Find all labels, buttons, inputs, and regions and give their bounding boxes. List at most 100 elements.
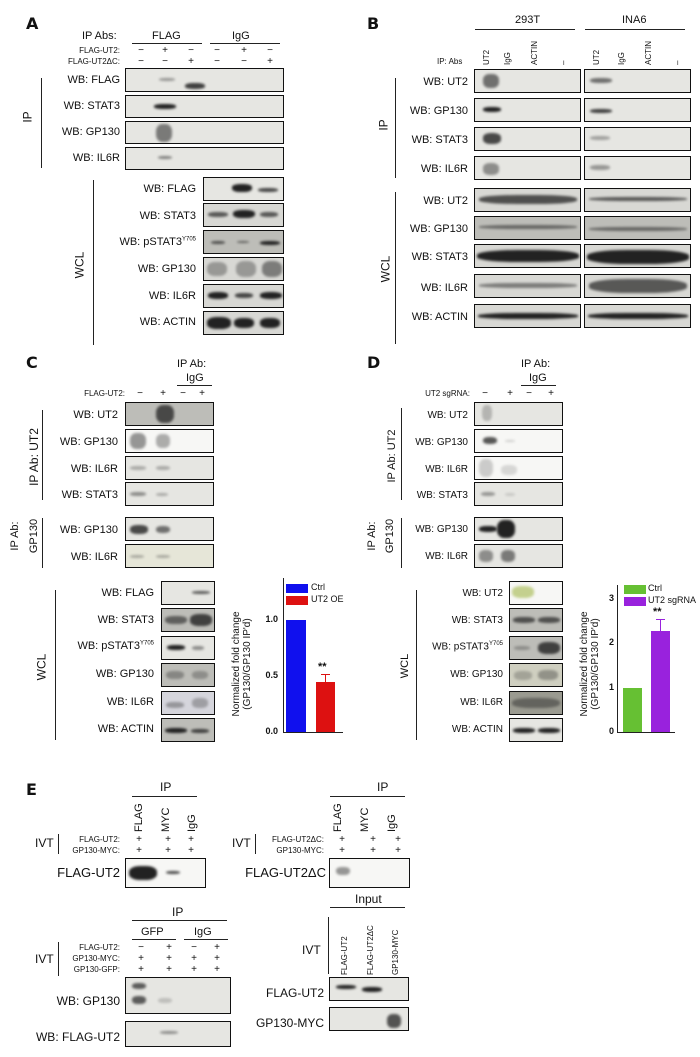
ivt-label: IVT — [232, 836, 251, 850]
panel-label-e: E — [26, 780, 37, 799]
group-igg: IgG — [232, 30, 250, 42]
blot-image — [125, 977, 231, 1014]
blot-label: FLAG-UT2 — [57, 865, 120, 880]
blot-label: WB: ACTIN — [451, 724, 503, 735]
lane-label: FLAG — [332, 803, 344, 832]
blot-label: WB: IL6R — [425, 551, 468, 562]
pm: − — [191, 942, 197, 953]
lane-label: IgG — [386, 814, 398, 832]
blot-label: WB: GP130 — [95, 668, 154, 680]
pm: + — [136, 845, 142, 856]
group-igg: IgG — [194, 926, 212, 938]
lane-label: ACTIN — [530, 41, 539, 65]
pm: + — [188, 845, 194, 856]
lane-label: FLAG-UT2 — [340, 936, 349, 975]
pm: + — [507, 388, 513, 399]
legend-swatch-ut2-sgrna — [624, 597, 646, 606]
lane-label: FLAG — [133, 803, 145, 832]
row-flag-ut2: FLAG-UT2: — [79, 46, 120, 55]
pm: + — [548, 388, 554, 399]
row-label: FLAG-UT2ΔC: — [271, 835, 324, 844]
pm: + — [267, 56, 273, 67]
pm: − — [138, 56, 144, 67]
lane-label: GP130-MYC — [391, 929, 400, 975]
blot-image — [474, 216, 581, 240]
pm: + — [160, 388, 166, 399]
group-flag: FLAG — [152, 30, 181, 42]
blot-image — [161, 691, 215, 715]
ytick: 0.0 — [265, 726, 278, 736]
row-label: GP130-MYC: — [72, 846, 120, 855]
lane-label: – — [559, 60, 568, 65]
blot-image — [474, 429, 563, 453]
blot-image — [474, 274, 581, 298]
ip-ab-igg: IgG — [529, 372, 547, 384]
cell-line-ina6: INA6 — [622, 14, 647, 26]
pm: − — [526, 388, 532, 399]
row-label: GP130-MYC: — [276, 846, 324, 855]
blot-label: WB: FLAG — [143, 183, 196, 195]
blot-label: WB: IL6R — [72, 152, 120, 164]
pm: + — [395, 845, 401, 856]
blot-label: WB: GP130 — [61, 126, 120, 138]
blot-label: WB: STAT3 — [63, 100, 120, 112]
blot-image — [584, 156, 691, 180]
row-label: FLAG-UT2: — [79, 835, 120, 844]
pm: + — [138, 953, 144, 964]
pm: + — [165, 845, 171, 856]
blot-label: WB: STAT3 — [416, 490, 468, 501]
legend-ut2-oe: UT2 OE — [311, 594, 344, 604]
pm: − — [241, 56, 247, 67]
blot-image — [474, 482, 563, 506]
blot-label: FLAG-UT2ΔC — [245, 865, 326, 880]
ip-ab-igg: IgG — [186, 372, 204, 384]
legend-ut2-sgrna: UT2 sgRNA — [648, 595, 697, 605]
blot-image — [509, 581, 563, 605]
significance-marker: ** — [318, 661, 327, 673]
blot-label: WB: GP130 — [137, 263, 196, 275]
blot-label: WB: IL6R — [420, 282, 468, 294]
blot-image — [329, 1007, 409, 1031]
pm: + — [166, 964, 172, 975]
lane-label: FLAG-UT2ΔC — [366, 925, 375, 975]
pm: + — [370, 834, 376, 845]
blot-label: WB: STAT3 — [61, 489, 118, 501]
pm: + — [191, 964, 197, 975]
side-ip: IP — [20, 111, 35, 123]
blot-image — [474, 544, 563, 568]
blot-label: WB: GP130 — [409, 105, 468, 117]
ivt-label: IVT — [35, 952, 54, 966]
blot-label: WB: pSTAT3Y705 — [432, 641, 503, 653]
blot-image — [125, 147, 284, 170]
bar-ctrl — [286, 620, 306, 732]
blot-label: GP130-MYC — [255, 1016, 324, 1030]
blot-image — [474, 456, 563, 480]
pm: + — [370, 845, 376, 856]
pm: − — [138, 45, 144, 56]
row-flag-ut2dc: FLAG-UT2ΔC: — [67, 57, 120, 66]
ivt-label: IVT — [302, 943, 321, 957]
side-wcl: WCL — [399, 653, 412, 679]
side-ip-ab-gp130-2: GP130 — [384, 518, 396, 554]
blot-image — [203, 203, 284, 227]
pm: + — [339, 845, 345, 856]
row-flag-ut2: FLAG-UT2: — [84, 389, 125, 398]
significance-marker: ** — [653, 606, 662, 618]
ip-ab-header: IP Ab: — [521, 358, 551, 370]
blot-image — [125, 95, 284, 118]
blot-label: WB: GP130 — [450, 669, 503, 680]
blot-image — [329, 977, 409, 1001]
blot-label: WB: STAT3 — [411, 251, 468, 263]
pm: − — [162, 56, 168, 67]
pm: − — [214, 45, 220, 56]
blot-label: WB: IL6R — [106, 696, 154, 708]
blot-image — [474, 402, 563, 426]
lane-label: MYC — [160, 807, 172, 832]
side-ip-ab-gp130-2: GP130 — [28, 518, 40, 554]
blot-image — [329, 858, 410, 888]
blot-image — [161, 581, 215, 605]
chart-c-ylabel: Normalized fold change (GP130/GP130 IP'd… — [231, 611, 253, 717]
bar-ctrl — [623, 688, 642, 732]
blot-image — [203, 177, 284, 201]
blot-label: WB: GP130 — [59, 436, 118, 448]
